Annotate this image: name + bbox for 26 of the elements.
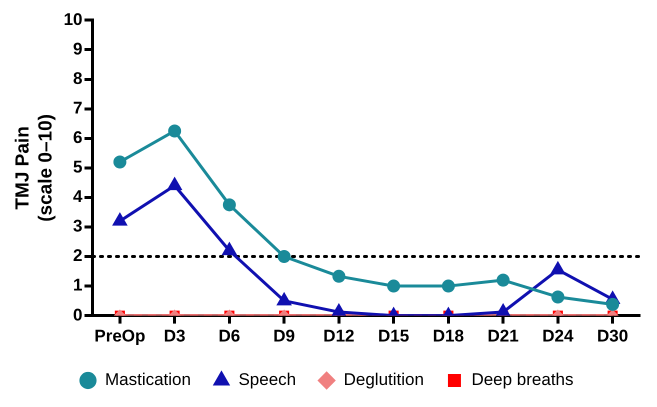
x-tick-label: PreOp [94,326,146,346]
x-tick-label: D18 [432,326,464,346]
y-tick-label: 1 [73,276,83,295]
y-axis-title: TMJ Pain (scale 0–10) [12,114,56,222]
y-tick-label: 10 [64,10,83,29]
y-tick-label: 3 [73,216,83,236]
y-tick-label: 8 [73,68,83,88]
y-tick-label: 6 [73,128,83,148]
legend-label: Deep breaths [471,370,574,390]
y-tick-label: 4 [73,187,84,206]
legend-label: Mastication [104,370,191,390]
y-tick-label: 5 [73,158,83,177]
y-tick-label: 7 [73,98,83,118]
y-tick-label: 9 [73,39,83,58]
x-tick-label: D9 [273,326,295,346]
x-tick-label: D24 [542,326,574,346]
y-tick-label: 0 [73,305,83,324]
x-tick-label: D3 [164,326,186,346]
legend-label: Speech [238,370,296,390]
x-tick-label: D30 [597,326,628,346]
y-tick-label: 2 [73,246,83,266]
legend-label: Deglutition [344,370,424,390]
x-tick-label: D15 [378,326,410,346]
x-tick-label: D6 [218,326,240,346]
x-tick-label: D12 [323,326,354,346]
x-tick-label: D21 [488,326,519,346]
